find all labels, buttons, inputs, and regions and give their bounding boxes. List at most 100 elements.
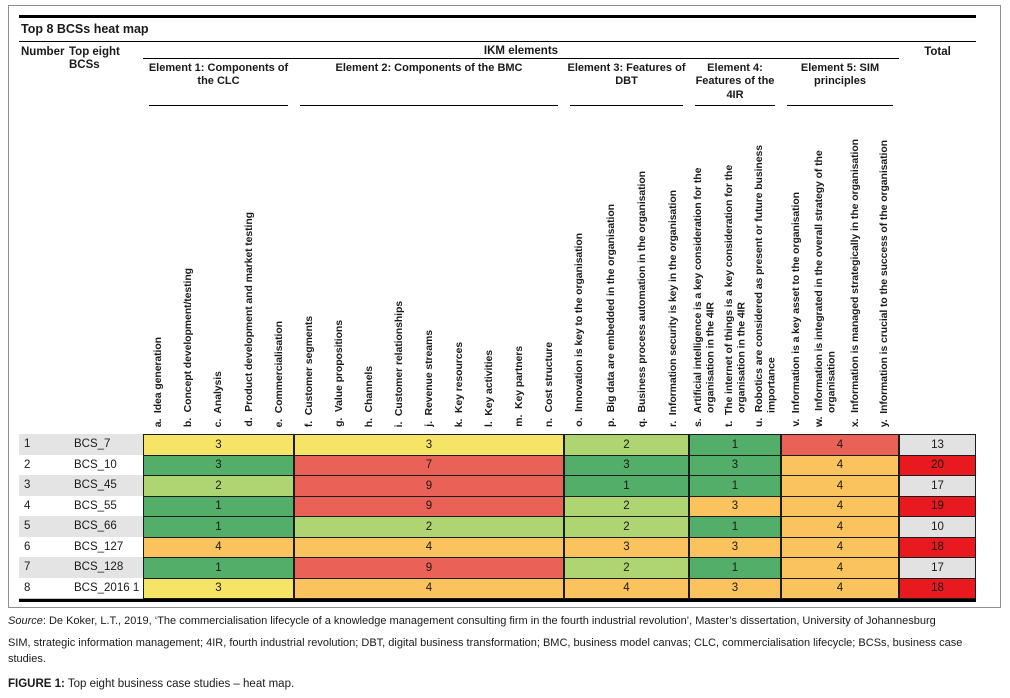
- row-bcs-name: BCS_66: [69, 516, 143, 538]
- heat-cell-element3: 4: [564, 577, 689, 599]
- column-label-cell: x. Information is managed strategically …: [840, 106, 870, 434]
- column-label-cell: j. Revenue streams: [414, 106, 444, 434]
- header-ikm-region: IKM elements Element 1: Components of th…: [143, 42, 899, 106]
- column-label: s. Artificial intelligence is a key cons…: [691, 164, 717, 427]
- group-header-element1: Element 1: Components of the CLC: [143, 59, 294, 106]
- heatmap-table: Top 8 BCSs heat map Number Top eight BCS…: [19, 15, 976, 602]
- total-cell: 18: [899, 536, 976, 558]
- heat-cell-element3: 2: [564, 516, 689, 538]
- column-label-cell: c. Analysis: [203, 106, 233, 434]
- heat-cell-element3: 1: [564, 475, 689, 497]
- table-row: 8 BCS_2016 1 3 4 4 3 4 18: [19, 577, 976, 599]
- column-label: r. Information security is key in the or…: [667, 189, 680, 427]
- group-underline: [570, 105, 683, 106]
- group-header-element4: Element 4: Features of the 4IR: [689, 59, 781, 106]
- column-label-cell: q. Business process automation in the or…: [627, 106, 658, 434]
- row-number: 5: [19, 516, 69, 538]
- heat-cell-element5: 4: [781, 516, 899, 538]
- row-number: 3: [19, 475, 69, 497]
- row-bcs-name: BCS_2016 1: [69, 577, 143, 599]
- column-label-cell: p. Big data are embedded in the organisa…: [595, 106, 626, 434]
- column-label-cell: y. Information is crucial to the success…: [870, 106, 900, 434]
- heat-cell-element5: 4: [781, 557, 899, 579]
- heat-cell-element2: 4: [294, 536, 564, 558]
- heat-cell-element1: 2: [143, 475, 294, 497]
- column-label: b. Concept development/testing: [182, 267, 195, 427]
- group-header-label: Element 5: SIM principles: [800, 62, 880, 88]
- heat-cell-element1: 1: [143, 516, 294, 538]
- table-row: 4 BCS_55 1 9 2 3 4 19: [19, 495, 976, 517]
- spacer: [899, 106, 976, 434]
- heat-cell-element4: 3: [689, 536, 781, 558]
- group-header-element2: Element 2: Components of the BMC: [294, 59, 564, 106]
- column-label: a. Idea generation: [151, 336, 164, 427]
- total-cell: 18: [899, 577, 976, 599]
- total-cell: 19: [899, 495, 976, 517]
- column-label-cell: v. Information is a key asset to the org…: [781, 106, 811, 434]
- column-label: l. Key activities: [482, 350, 495, 427]
- heat-cell-element5: 4: [781, 434, 899, 456]
- column-label-cell: o. Innovation is key to the organisation: [564, 106, 595, 434]
- heat-cell-element3: 3: [564, 536, 689, 558]
- total-cell: 10: [899, 516, 976, 538]
- spacer: [19, 106, 69, 434]
- total-cell: 17: [899, 557, 976, 579]
- row-number: 7: [19, 557, 69, 579]
- column-label: g. Value propositions: [332, 320, 345, 427]
- table-row: 1 BCS_7 3 3 2 1 4 13: [19, 434, 976, 456]
- heat-cell-element4: 3: [689, 495, 781, 517]
- column-label: c. Analysis: [212, 370, 225, 427]
- heat-cell-element4: 1: [689, 516, 781, 538]
- row-number: 2: [19, 454, 69, 476]
- heat-cell-element1: 1: [143, 495, 294, 517]
- column-label: u. Robotics are considered as present or…: [753, 142, 778, 427]
- column-label: v. Information is a key asset to the org…: [789, 192, 802, 427]
- column-label: q. Business process automation in the or…: [635, 170, 648, 427]
- table-bottom-rule: [19, 599, 976, 602]
- heat-cell-element4: 1: [689, 557, 781, 579]
- column-label: w. Information is integrated in the over…: [812, 147, 838, 427]
- table-row: 3 BCS_45 2 9 1 1 4 17: [19, 475, 976, 497]
- table-header: Number Top eight BCSs IKM elements Eleme…: [19, 42, 976, 106]
- total-cell: 13: [899, 434, 976, 456]
- heat-cell-element4: 3: [689, 577, 781, 599]
- column-label: n. Cost structure: [542, 341, 555, 427]
- column-label-cell: u. Robotics are considered as present or…: [750, 106, 781, 434]
- column-label: h. Channels: [362, 365, 375, 427]
- heat-cell-element4: 1: [689, 475, 781, 497]
- figure-caption-text: Top eight business case studies – heat m…: [64, 677, 295, 690]
- column-label-cell: f. Customer segments: [294, 106, 324, 434]
- column-label-cell: n. Cost structure: [534, 106, 564, 434]
- row-bcs-name: BCS_7: [69, 434, 143, 456]
- group-underline: [787, 105, 893, 106]
- column-label-cell: t. The internet of things is a key consi…: [720, 106, 751, 434]
- vlabels-element5: v. Information is a key asset to the org…: [781, 106, 899, 434]
- heat-cell-element5: 4: [781, 454, 899, 476]
- column-label: f. Customer segments: [302, 315, 315, 427]
- group-underline: [695, 105, 775, 106]
- column-label-cell: e. Commercialisation: [264, 106, 294, 434]
- heat-cell-element1: 1: [143, 557, 294, 579]
- heat-cell-element5: 4: [781, 475, 899, 497]
- heat-cell-element2: 3: [294, 434, 564, 456]
- source-line: Source: De Koker, L.T., 2019, ‘The comme…: [8, 614, 1002, 630]
- vlabels-element2: f. Customer segments g. Value propositio…: [294, 106, 564, 434]
- row-bcs-name: BCS_10: [69, 454, 143, 476]
- column-label: k. Key resources: [452, 341, 465, 427]
- column-label-cell: a. Idea generation: [143, 106, 173, 434]
- heat-cell-element5: 4: [781, 495, 899, 517]
- heat-cell-element2: 9: [294, 475, 564, 497]
- table-row: 7 BCS_128 1 9 2 1 4 17: [19, 557, 976, 579]
- column-label-cell: d. Product development and market testin…: [234, 106, 264, 434]
- column-label: d. Product development and market testin…: [242, 212, 255, 427]
- column-label: y. Information is crucial to the success…: [878, 139, 891, 427]
- row-bcs-name: BCS_127: [69, 536, 143, 558]
- header-number: Number: [21, 46, 65, 58]
- vlabels-element4: s. Artificial intelligence is a key cons…: [689, 106, 781, 434]
- row-number: 6: [19, 536, 69, 558]
- column-label-cell: g. Value propositions: [324, 106, 354, 434]
- column-label: i. Customer relationships: [392, 300, 405, 427]
- column-label: j. Revenue streams: [422, 330, 435, 427]
- heat-cell-element2: 7: [294, 454, 564, 476]
